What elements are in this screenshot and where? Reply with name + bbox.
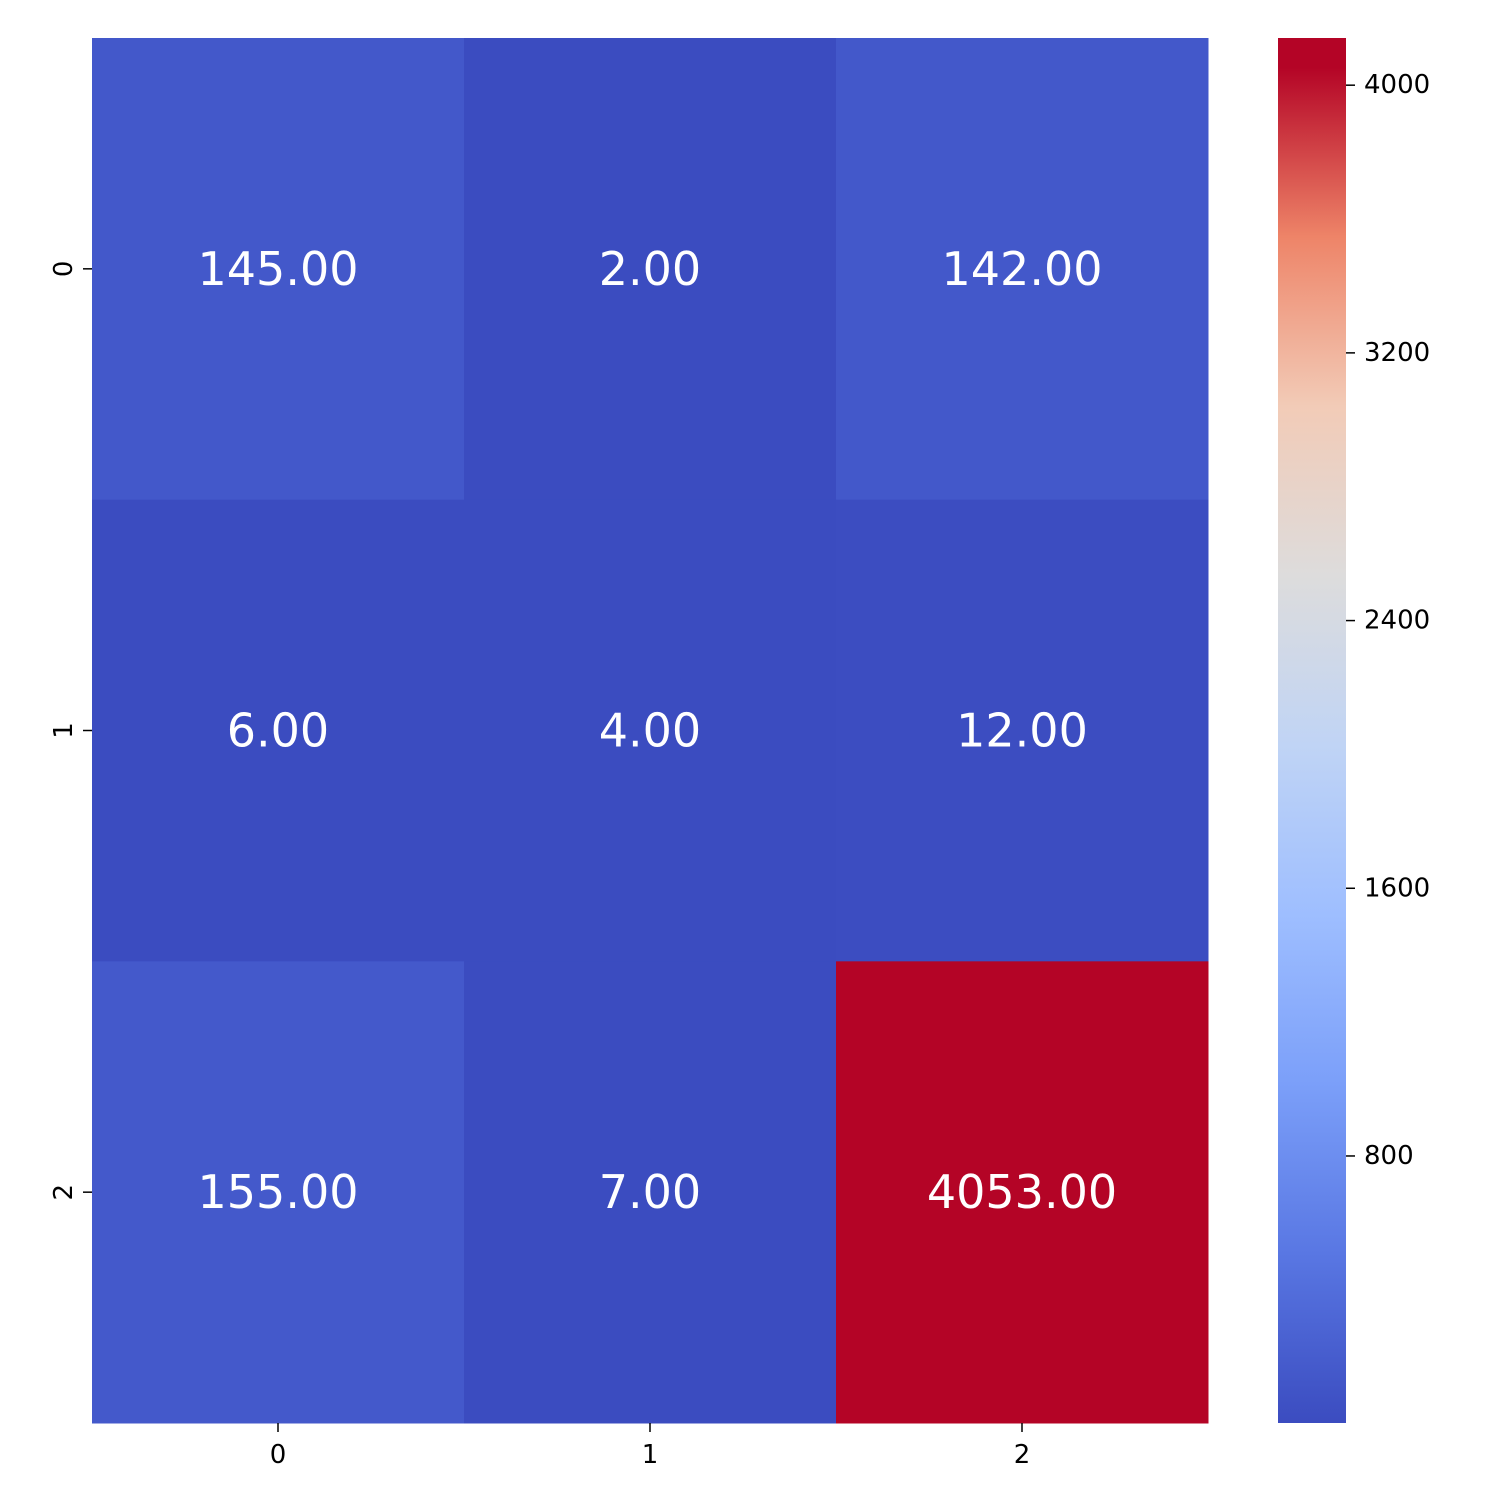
colorbar-tick-label-0: 800 <box>1364 1141 1414 1171</box>
cell-value-label-1-0: 6.00 <box>227 704 329 758</box>
colorbar-tick-label-4: 4000 <box>1364 70 1430 100</box>
heatmap-cells <box>92 38 1209 1424</box>
cell-value-label-1-2: 12.00 <box>956 704 1088 758</box>
x-axis: 0 1 2 <box>270 1423 1031 1470</box>
heatmap-cell-1-2 <box>836 499 1209 962</box>
cell-value-label-0-0: 145.00 <box>198 242 359 296</box>
y-tick-label-1: 1 <box>49 722 79 739</box>
colorbar-tick-label-2: 2400 <box>1364 606 1430 636</box>
colorbar: 800 1600 2400 3200 4000 <box>1278 38 1430 1423</box>
colorbar-tick-label-1: 1600 <box>1364 873 1430 903</box>
heatmap-cell-0-2 <box>836 38 1209 501</box>
heatmap-cell-2-1 <box>464 961 837 1424</box>
heatmap-cell-1-0 <box>92 499 465 962</box>
cell-value-label-1-1: 4.00 <box>599 704 701 758</box>
x-tick-label-0: 0 <box>270 1440 287 1470</box>
cell-value-label-2-0: 155.00 <box>198 1165 359 1219</box>
colorbar-gradient <box>1278 38 1346 1423</box>
cell-value-label-2-2: 4053.00 <box>927 1165 1117 1219</box>
y-tick-label-2: 2 <box>49 1184 79 1201</box>
heatmap-cell-0-1 <box>464 38 837 501</box>
y-axis: 0 1 2 <box>49 261 92 1201</box>
heatmap-cell-2-2 <box>836 961 1209 1424</box>
y-tick-label-0: 0 <box>49 261 79 278</box>
heatmap-cell-1-1 <box>464 499 837 962</box>
x-tick-label-2: 2 <box>1014 1440 1031 1470</box>
cell-value-label-2-1: 7.00 <box>599 1165 701 1219</box>
heatmap-cell-2-0 <box>92 961 465 1424</box>
heatmap-cell-0-0 <box>92 38 465 501</box>
heatmap-cell-labels: 145.00 2.00 142.00 6.00 4.00 12.00 155.00 7.00 4… <box>198 242 1118 1219</box>
cell-value-label-0-1: 2.00 <box>599 242 701 296</box>
x-tick-label-1: 1 <box>642 1440 659 1470</box>
colorbar-tick-label-3: 3200 <box>1364 338 1430 368</box>
cell-value-label-0-2: 142.00 <box>942 242 1103 296</box>
